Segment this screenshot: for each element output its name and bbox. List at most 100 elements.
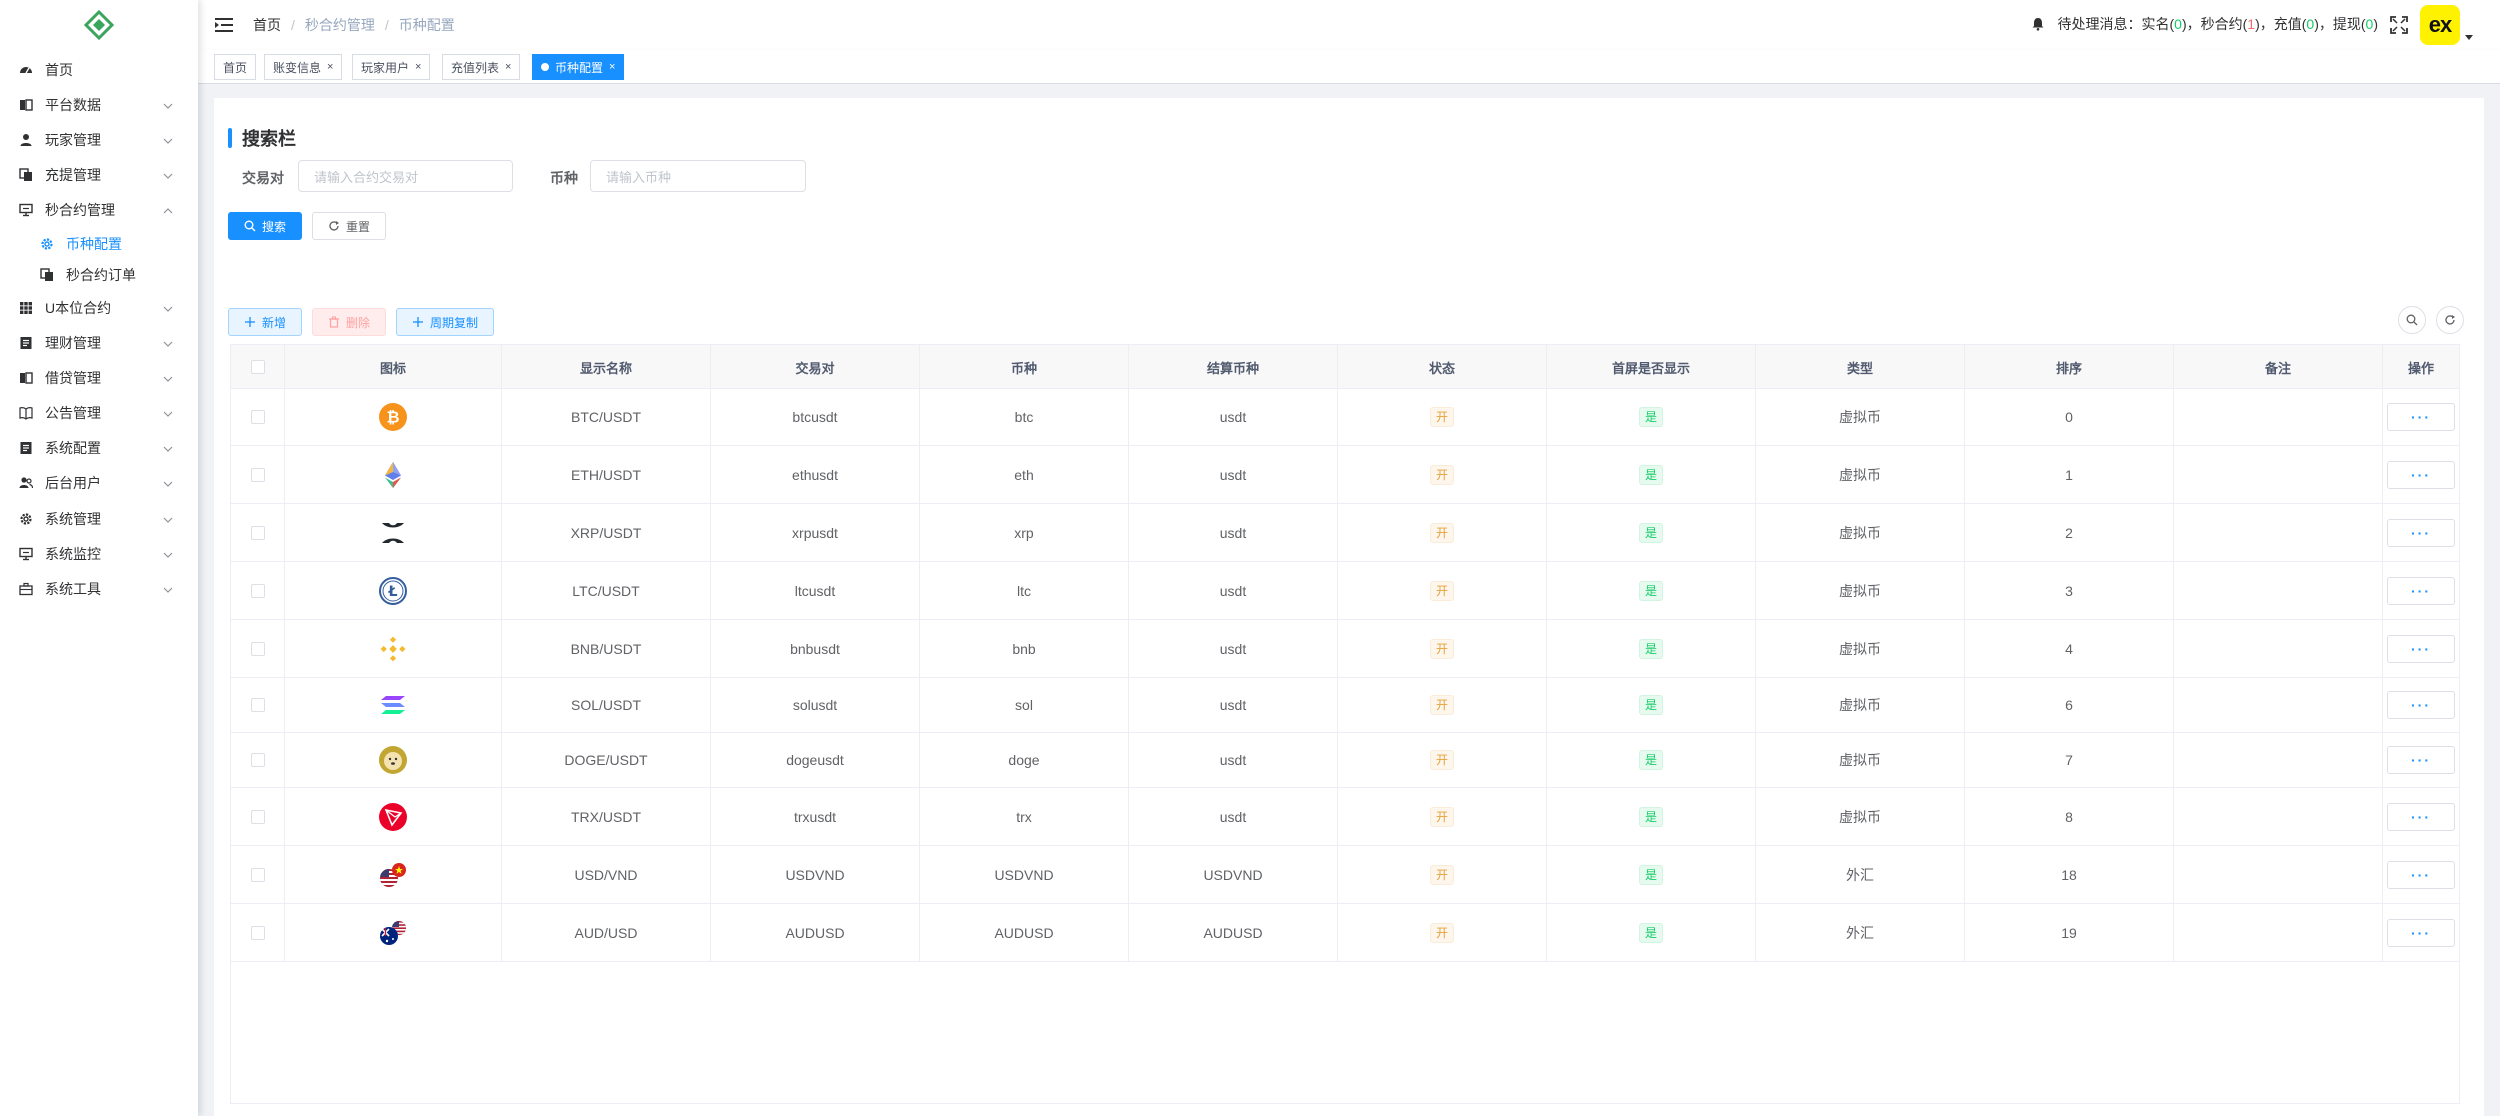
coin-text: sol (1015, 697, 1033, 713)
reset-button[interactable]: 重置 (312, 212, 386, 240)
operation-cell: ··· (2383, 504, 2459, 561)
row-checkbox[interactable] (250, 641, 265, 656)
row-checkbox[interactable] (250, 410, 265, 424)
sidebar-item-6[interactable]: 秒合约订单 (0, 255, 198, 295)
breadcrumb-home[interactable]: 首页 (253, 17, 281, 33)
period-copy-button[interactable]: 周期复制 (396, 308, 494, 336)
table-row[interactable]: ₿ BTC/USDT btcusdt btc usdt 开是虚拟币 0 ··· (231, 389, 2459, 446)
tag-coin-config[interactable]: 币种配置 × (532, 54, 625, 80)
fullscreen-icon[interactable] (2390, 16, 2408, 34)
table-row[interactable]: USD/VND USDVND USDVND USDVND 开 是 外汇 18 ··· (231, 846, 2459, 904)
sidebar-item-3[interactable]: 充提管理 (0, 155, 198, 195)
row-checkbox[interactable] (250, 467, 265, 482)
header-select-all[interactable] (231, 345, 285, 389)
hamburger-icon[interactable] (215, 17, 233, 33)
row-checkbox[interactable] (250, 925, 265, 940)
close-icon[interactable]: × (327, 61, 334, 73)
table-row[interactable]: AUD/USD AUDUSD AUDUSD AUDUSD 开 是 外汇 19 ··· (231, 904, 2459, 962)
close-icon[interactable]: × (505, 61, 512, 73)
home-cell: 是 (1547, 389, 1756, 445)
table-row[interactable]: XRP/USDT xrpusdt xrp usdt 开是虚拟币 2 ··· (231, 504, 2459, 562)
sidebar-item-8[interactable]: 理财管理 (0, 323, 198, 363)
column-header: 备注 (2174, 345, 2383, 389)
more-actions-button[interactable]: ··· (2387, 918, 2455, 947)
row-checkbox[interactable] (250, 525, 265, 540)
sidebar-item-9[interactable]: 借贷管理 (0, 358, 198, 398)
more-actions-button[interactable]: ··· (2387, 403, 2455, 431)
notice-recharge-label: )，充值( (2255, 16, 2307, 32)
chevron-down-icon (162, 477, 174, 489)
more-actions-button[interactable]: ··· (2387, 460, 2455, 489)
row-checkbox[interactable] (250, 809, 265, 824)
more-actions-button[interactable]: ··· (2387, 802, 2455, 831)
add-button[interactable]: 新增 (228, 308, 302, 336)
sidebar-item-0[interactable]: 首页 (0, 50, 198, 90)
refresh-button[interactable] (2436, 306, 2464, 334)
tag-account-changes[interactable]: 账变信息 × (264, 54, 343, 80)
delete-button[interactable]: 删除 (312, 308, 386, 336)
type-text: 虚拟币 (1839, 752, 1881, 768)
status-badge: 开 (1429, 638, 1454, 659)
table-row[interactable]: ETH/USDT ethusdt eth usdt 开是虚拟币 1 ··· (231, 446, 2459, 504)
row-checkbox[interactable] (250, 698, 265, 712)
table-row[interactable]: BNB/USDT bnbusdt bnb usdt 开是虚拟币 4 ··· (231, 620, 2459, 678)
sidebar-item-13[interactable]: 系统管理 (0, 499, 198, 539)
icon-cell: ₿ (285, 389, 502, 445)
close-icon[interactable]: × (415, 61, 422, 73)
coin-input[interactable]: 请输入币种 (590, 160, 806, 192)
pair-text: USDVND (785, 866, 845, 883)
more-actions-button[interactable]: ··· (2387, 576, 2455, 605)
sort-text: 3 (2065, 582, 2073, 599)
sidebar-item-label: 玩家管理 (45, 132, 101, 148)
more-actions-button[interactable]: ··· (2387, 860, 2455, 889)
monitor-icon (19, 203, 33, 217)
sort-cell: 7 (1965, 733, 2174, 787)
sidebar-item-10[interactable]: 公告管理 (0, 393, 198, 433)
row-checkbox[interactable] (250, 583, 265, 598)
tag-home[interactable]: 首页 (214, 54, 257, 80)
tag-player-users[interactable]: 玩家用户 × (352, 54, 431, 80)
coin-text: doge (1008, 752, 1040, 768)
table-row[interactable]: DOGE/USDT dogeusdt doge usdt 开是虚拟币 7 ··· (231, 733, 2459, 788)
sidebar-item-2[interactable]: 玩家管理 (0, 120, 198, 160)
more-actions-button[interactable]: ··· (2387, 691, 2455, 719)
sort-text: 19 (2061, 924, 2077, 941)
avatar[interactable]: ex (2420, 5, 2460, 45)
table-row[interactable]: Ł LTC/USDT ltcusdt ltc usdt 开是虚拟币 3 ··· (231, 562, 2459, 620)
refresh-icon (329, 221, 339, 231)
pending-notice[interactable]: 待处理消息： 实名( 0 )，秒合约( 1 )，充值( 0 )，提现( 0 ) (2031, 14, 2378, 34)
sidebar-item-4[interactable]: 秒合约管理 (0, 190, 198, 230)
logo[interactable] (0, 0, 198, 50)
sidebar-item-7[interactable]: U本位合约 (0, 288, 198, 328)
row-checkbox[interactable] (250, 867, 265, 882)
caret-down-icon[interactable] (2464, 32, 2474, 42)
sidebar-item-5[interactable]: 币种配置 (0, 224, 198, 264)
data-icon (19, 98, 33, 112)
sort-text: 18 (2061, 866, 2077, 883)
row-checkbox[interactable] (250, 753, 265, 767)
more-actions-button[interactable]: ··· (2387, 518, 2455, 547)
settle-text: usdt (1219, 808, 1247, 825)
home-cell: 是 (1547, 562, 1756, 619)
sidebar-item-11[interactable]: 系统配置 (0, 428, 198, 468)
tag-recharge-list[interactable]: 充值列表 × (442, 54, 521, 80)
more-actions-button[interactable]: ··· (2387, 746, 2455, 774)
toggle-search-button[interactable] (2398, 306, 2426, 334)
table-row[interactable]: TRX/USDT trxusdt trx usdt 开是虚拟币 8 ··· (231, 788, 2459, 846)
search-button[interactable]: 搜索 (228, 212, 302, 240)
sidebar-item-1[interactable]: 平台数据 (0, 85, 198, 125)
select-all-checkbox[interactable] (250, 360, 265, 374)
table-row[interactable]: SOL/USDT solusdt sol usdt 开是虚拟币 6 ··· (231, 678, 2459, 733)
row-select-cell (231, 788, 285, 845)
close-icon[interactable]: × (609, 61, 616, 73)
operation-cell: ··· (2383, 562, 2459, 619)
copy-icon (40, 268, 54, 282)
pair-input[interactable]: 请输入合约交易对 (298, 160, 513, 192)
table-panel: 新增 删除 周期复制 图标 显示名称 交易对 币种 结算币种 状态 首屏是否显示 类型 排序 备注… (214, 288, 2484, 1116)
sidebar-item-15[interactable]: 系统工具 (0, 569, 198, 609)
sidebar-item-12[interactable]: 后台用户 (0, 463, 198, 503)
title-accent-bar (228, 128, 232, 148)
more-actions-button[interactable]: ··· (2387, 634, 2455, 663)
sidebar-item-label: U本位合约 (45, 300, 112, 316)
sidebar-item-14[interactable]: 系统监控 (0, 534, 198, 574)
